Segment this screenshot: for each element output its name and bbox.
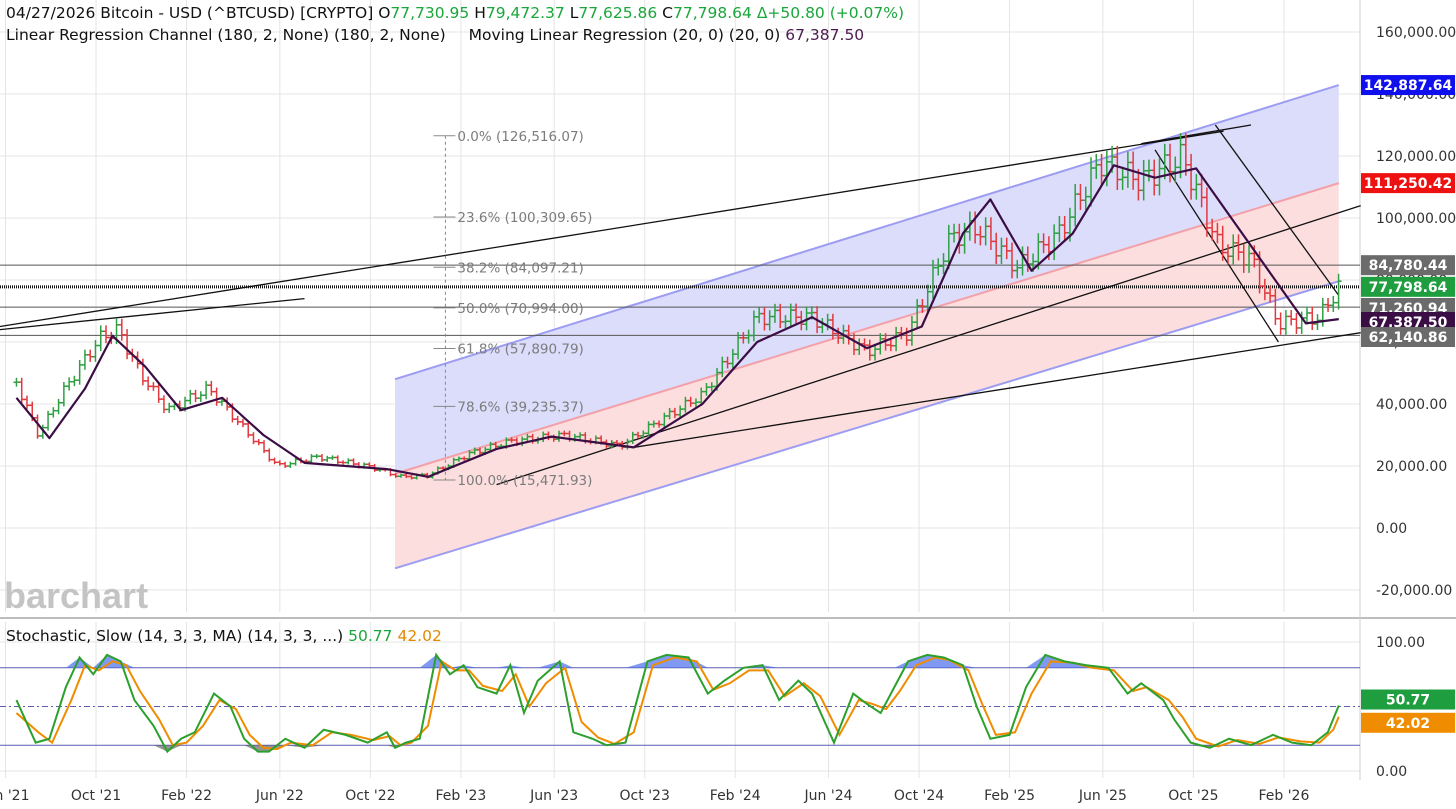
header-change: Δ+50.80 (+0.07%) [756,4,905,22]
stoch-d-value: 42.02 [397,627,442,645]
header-close-label: C [662,4,673,22]
indicator-header: Linear Regression Channel (180, 2, None)… [6,26,864,44]
price-tag-bg [1361,173,1455,194]
y-tick-label: -20,000.00 [1376,583,1452,599]
stoch-tag-bg [1361,712,1455,733]
stoch-tag-bg [1361,689,1455,710]
lrc-label: Linear Regression Channel (180, 2, None)… [6,26,446,44]
price-tag: 84,780.44 [1369,258,1448,274]
price-tags: 142,887.64111,250.4284,780.4477,798.6471… [1361,75,1455,733]
trend-line [1141,124,1252,145]
stoch-k-line [15,652,1340,754]
x-tick-label: Jun '24 [804,788,853,804]
header-open-label: O [378,4,391,22]
mlr-label: Moving Linear Regression (20, 0) (20, 0) [468,26,781,44]
price-header: 04/27/2026 Bitcoin - USD (^BTCUSD) [CRYP… [6,4,904,22]
fib-label: 38.2% (84,097.21) [457,260,583,276]
y-tick-label: 40,000.00 [1376,397,1447,413]
price-tag-bg [1361,255,1455,276]
header-high-label: H [474,4,486,22]
price-tag: 111,250.42 [1364,176,1453,192]
stoch-y-tick-label: 0.00 [1376,764,1407,780]
y-tick-label: 100,000.00 [1376,211,1456,227]
x-tick-label: Jun '25 [1078,788,1127,804]
trend-line [0,297,305,331]
header-date: 04/27/2026 [6,4,96,22]
channel-lower-line [394,280,1340,570]
header-close: 77,798.64 [673,4,752,22]
x-tick-label: Feb '24 [710,788,761,804]
x-tick-label: Oct '25 [1168,788,1218,804]
x-tick-label: Feb '26 [1258,788,1309,804]
price-tag-bg [1361,327,1455,347]
y-tick-label: 20,000.00 [1376,459,1447,475]
x-tick-label: Jun '21 [0,788,29,804]
trend-lines [0,124,1361,486]
y-tick-label: 160,000.00 [1376,25,1456,41]
header-symbol: Bitcoin - USD (^BTCUSD) [CRYPTO] [100,4,374,22]
x-tick-label: Feb '25 [984,788,1035,804]
stoch-y-tick-label: 100.00 [1376,635,1425,651]
header-low: 77,625.86 [578,4,658,22]
stochastic-header: Stochastic, Slow (14, 3, 3, MA) (14, 3, … [6,627,442,645]
price-tag-bg [1361,276,1455,297]
fib-label: 78.6% (39,235.37) [457,399,583,415]
x-tick-label: Oct '24 [894,788,944,804]
fib-label: 23.6% (100,309.65) [457,210,592,226]
fib-label: 0.0% (126,516.07) [457,129,583,145]
x-tick-label: Jun '22 [255,788,304,804]
x-tick-label: Jun '23 [529,788,578,804]
price-tag: 142,887.64 [1364,78,1453,94]
stoch-tag: 50.77 [1386,693,1430,709]
x-tick-label: Oct '22 [345,788,395,804]
mlr-line [15,164,1339,478]
x-tick-label: Oct '21 [71,788,121,804]
trend-line [496,204,1361,486]
moving-linear-regression-line [15,164,1339,478]
price-tag-bg [1361,75,1455,96]
fibonacci-retracement: 0.0% (126,516.07) 23.6% (100,309.65) 38.2%… [433,129,592,489]
header-high: 79,472.37 [485,4,565,22]
fib-label: 50.0% (70,994.00) [457,301,583,317]
stoch-tag: 42.02 [1386,716,1430,732]
stochastic-panel [0,652,1360,754]
y-tick-label: 0.00 [1376,521,1407,537]
stoch-k-value: 50.77 [348,627,393,645]
watermark: barchart [4,575,148,616]
price-tag: 77,798.64 [1369,280,1448,296]
x-tick-label: Oct '23 [620,788,670,804]
x-tick-label: Feb '22 [161,788,212,804]
trend-line [0,130,1224,328]
price-tag: 62,140.86 [1369,330,1448,346]
header-low-label: L [569,4,579,22]
overbought-fill [16,654,1339,668]
mlr-value: 67,387.50 [785,26,865,44]
stoch-d-line [15,656,1340,751]
regression-channel [394,84,1340,570]
fib-label: 61.8% (57,890.79) [457,342,583,358]
x-tick-label: Feb '23 [435,788,486,804]
header-open: 77,730.95 [390,4,470,22]
trend-line [633,332,1361,449]
stoch-label: Stochastic, Slow (14, 3, 3, MA) (14, 3, … [6,627,344,645]
y-tick-label: 120,000.00 [1376,149,1456,165]
channel-mid-line [394,182,1340,475]
channel-lower-fill [395,183,1339,569]
channel-upper-line [394,84,1340,381]
oversold-fill [16,745,1339,752]
trend-line [1214,124,1340,296]
fib-label: 100.0% (15,471.93) [457,473,592,489]
